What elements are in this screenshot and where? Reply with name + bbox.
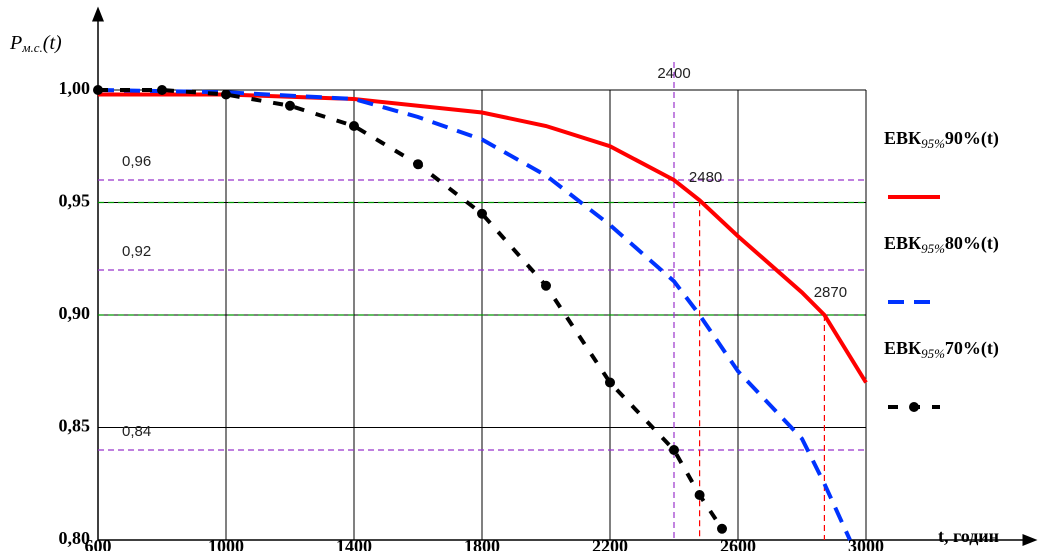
y-axis-label: Pм.с.(t) — [9, 32, 62, 55]
reference-label: 0,96 — [122, 153, 151, 170]
y-tick-label: 0,95 — [59, 191, 91, 211]
point — [694, 490, 705, 500]
x-tick-label: 1800 — [464, 536, 500, 551]
point — [541, 280, 551, 291]
legend-text: 95% — [921, 346, 945, 361]
point — [93, 85, 103, 95]
legend-swatch — [909, 402, 919, 412]
y-tick-label: 0,90 — [59, 303, 91, 323]
series-line — [97, 88, 852, 541]
legend-text: 95% — [921, 136, 945, 151]
y-tick-label: 0,85 — [59, 416, 91, 436]
legend-label: ЕВК95%90%(t) — [884, 128, 999, 151]
x-tick-label: 1400 — [336, 536, 372, 551]
point — [349, 121, 359, 131]
series-line — [98, 88, 724, 530]
point — [669, 445, 679, 455]
x-tick-label: 2200 — [592, 536, 628, 551]
legend-text: 70%(t) — [945, 338, 999, 359]
x-tick-label: 1000 — [208, 536, 244, 551]
legend-text: 80%(t) — [945, 233, 999, 254]
point — [605, 377, 615, 388]
y-tick-label: 1,00 — [59, 78, 91, 98]
legend-text: ЕВК — [884, 338, 921, 358]
legend-text: ЕВК — [884, 128, 921, 148]
y-tick-label: 0,80 — [59, 528, 91, 548]
legend-text: ЕВК — [884, 233, 921, 253]
y-label-main: P — [9, 32, 22, 54]
x-tick-label: 2600 — [720, 536, 756, 551]
reference-label: 2400 — [657, 65, 690, 82]
x-tick-label: 600 — [85, 536, 112, 551]
x-axis-label: t, годин — [938, 526, 999, 546]
reference-label: 2480 — [689, 169, 722, 186]
legend-label: ЕВК95%80%(t) — [884, 233, 999, 256]
point — [413, 159, 423, 170]
y-label-rest: (t) — [43, 32, 62, 54]
point — [157, 85, 167, 95]
legend-label: ЕВК95%70%(t) — [884, 338, 999, 361]
reference-label: 0,92 — [122, 243, 151, 260]
reference-label: 2870 — [814, 284, 847, 301]
x-tick-label: 3000 — [848, 536, 884, 551]
legend-text: 90%(t) — [945, 128, 999, 149]
point — [477, 208, 487, 219]
point — [221, 89, 231, 100]
y-label-sub: м.с. — [21, 40, 43, 55]
point — [285, 100, 295, 111]
point — [717, 523, 727, 534]
legend-text: 95% — [921, 241, 945, 256]
reference-label: 0,84 — [122, 423, 151, 440]
